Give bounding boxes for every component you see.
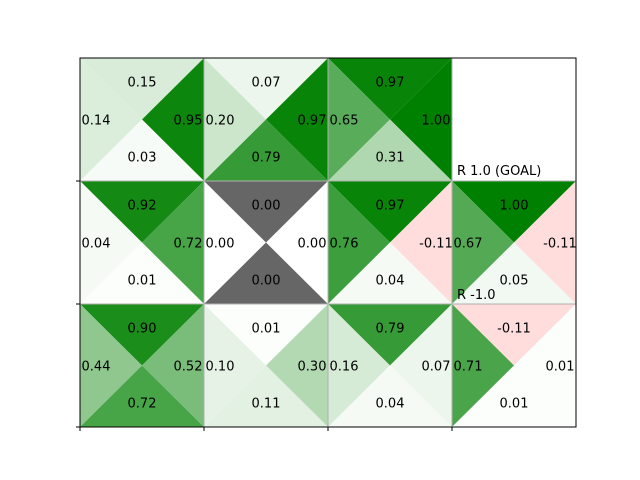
q-value-right-r0-c1: 0.97 <box>298 114 327 129</box>
q-value-up-r1-c1: 0.00 <box>252 199 281 214</box>
q-triangle-down-r2-c0 <box>80 365 204 427</box>
q-triangle-left-r2-c1 <box>204 304 266 427</box>
q-value-right-r1-c3: -0.11 <box>543 237 577 252</box>
q-triangle-left-r0-c2 <box>328 58 390 181</box>
q-value-up-r1-c2: 0.97 <box>376 199 405 214</box>
q-triangle-right-r0-c2 <box>390 58 452 181</box>
q-triangle-right-r2-c1 <box>266 304 328 427</box>
q-triangle-down-r1-c2 <box>328 242 452 304</box>
q-triangle-up-r1-c2 <box>328 181 452 243</box>
q-value-up-r0-c1: 0.07 <box>252 76 281 91</box>
q-triangle-right-r1-c0 <box>142 181 204 304</box>
q-triangle-up-r2-c1 <box>204 304 328 366</box>
q-value-left-r2-c1: 0.10 <box>206 360 235 375</box>
q-value-right-r2-c2: 0.07 <box>422 360 451 375</box>
q-value-down-r0-c2: 0.31 <box>376 151 405 166</box>
q-value-right-r0-c2: 1.00 <box>422 114 451 129</box>
q-value-left-r2-c2: 0.16 <box>330 360 359 375</box>
q-value-down-r2-c2: 0.04 <box>376 397 405 412</box>
q-triangle-down-r0-c2 <box>328 119 452 181</box>
q-value-up-r2-c2: 0.79 <box>376 322 405 337</box>
cells-layer <box>80 58 576 427</box>
q-value-down-r2-c3: 0.01 <box>500 397 529 412</box>
q-value-up-r2-c0: 0.90 <box>128 322 157 337</box>
q-value-up-r0-c2: 0.97 <box>376 76 405 91</box>
q-value-right-r2-c0: 0.52 <box>174 360 203 375</box>
q-value-up-r1-c0: 0.92 <box>128 199 157 214</box>
q-triangle-left-r0-c1 <box>204 58 266 181</box>
q-triangle-left-r1-c3 <box>452 181 514 304</box>
q-triangle-down-r2-c1 <box>204 365 328 427</box>
q-value-left-r1-c3: 0.67 <box>454 237 483 252</box>
q-triangle-up-r0-c0 <box>80 58 204 120</box>
q-triangle-up-r1-c3 <box>452 181 576 243</box>
q-triangle-down-r2-c2 <box>328 365 452 427</box>
q-value-left-r1-c0: 0.04 <box>82 237 111 252</box>
q-value-right-r2-c1: 0.30 <box>298 360 327 375</box>
q-triangle-up-r2-c3 <box>452 304 576 366</box>
q-value-down-r2-c0: 0.72 <box>128 397 157 412</box>
q-triangle-up-r0-c2 <box>328 58 452 120</box>
q-triangle-up-r2-c0 <box>80 304 204 366</box>
cell-reward-label-r1-c3: R -1.0 <box>457 288 496 303</box>
q-value-right-r0-c0: 0.95 <box>174 114 203 129</box>
q-value-down-r2-c1: 0.11 <box>252 397 281 412</box>
q-value-left-r2-c0: 0.44 <box>82 360 111 375</box>
q-value-up-r2-c3: -0.11 <box>497 322 531 337</box>
q-triangle-right-r2-c3 <box>514 304 576 427</box>
q-triangle-right-r0-c0 <box>142 58 204 181</box>
q-triangle-down-r2-c3 <box>452 365 576 427</box>
q-value-right-r2-c3: 0.01 <box>546 360 575 375</box>
q-value-left-r1-c1: 0.00 <box>206 237 235 252</box>
q-value-down-r0-c0: 0.03 <box>128 151 157 166</box>
cell-reward-label-r0-c3: R 1.0 (GOAL) <box>457 164 541 179</box>
q-triangle-up-r1-c0 <box>80 181 204 243</box>
q-triangle-right-r1-c3 <box>514 181 576 304</box>
q-value-down-r1-c1: 0.00 <box>252 274 281 289</box>
q-value-right-r1-c0: 0.72 <box>174 237 203 252</box>
q-triangle-up-r2-c2 <box>328 304 452 366</box>
q-value-up-r1-c3: 1.00 <box>500 199 529 214</box>
q-value-left-r0-c0: 0.14 <box>82 114 111 129</box>
value-labels: 0.150.14 0.950.030.070.20 0.970.790.970.65… <box>82 76 577 412</box>
q-value-down-r1-c0: 0.01 <box>128 274 157 289</box>
terminal-cell-r0-c3 <box>452 58 576 181</box>
q-triangle-right-r2-c0 <box>142 304 204 427</box>
q-value-down-r1-c3: 0.05 <box>500 274 529 289</box>
q-triangle-left-r2-c2 <box>328 304 390 427</box>
q-triangle-down-r1-c0 <box>80 242 204 304</box>
q-triangle-right-r2-c2 <box>390 304 452 427</box>
q-triangle-down-r0-c0 <box>80 119 204 181</box>
q-triangle-right-r0-c1 <box>266 58 328 181</box>
q-value-up-r0-c0: 0.15 <box>128 76 157 91</box>
q-triangle-left-r0-c0 <box>80 58 142 181</box>
q-value-left-r2-c3: 0.71 <box>454 360 483 375</box>
grid-lines <box>80 58 576 427</box>
q-triangle-left-r2-c3 <box>452 304 514 427</box>
q-value-up-r2-c1: 0.01 <box>252 322 281 337</box>
q-value-right-r1-c2: -0.11 <box>419 237 453 252</box>
q-value-right-r1-c1: 0.00 <box>298 237 327 252</box>
q-value-left-r0-c1: 0.20 <box>206 114 235 129</box>
q-value-down-r0-c1: 0.79 <box>252 151 281 166</box>
wall-notch-r1-c1 <box>266 181 328 304</box>
q-triangle-left-r1-c2 <box>328 181 390 304</box>
q-triangle-up-r0-c1 <box>204 58 328 120</box>
q-value-left-r1-c2: 0.76 <box>330 237 359 252</box>
q-triangle-right-r1-c2 <box>390 181 452 304</box>
q-value-down-r1-c2: 0.04 <box>376 274 405 289</box>
axes <box>76 57 577 431</box>
q-value-left-r0-c2: 0.65 <box>330 114 359 129</box>
q-triangle-left-r1-c0 <box>80 181 142 304</box>
q-triangle-down-r0-c1 <box>204 119 328 181</box>
q-triangle-left-r2-c0 <box>80 304 142 427</box>
q-triangle-down-r1-c3 <box>452 242 576 304</box>
